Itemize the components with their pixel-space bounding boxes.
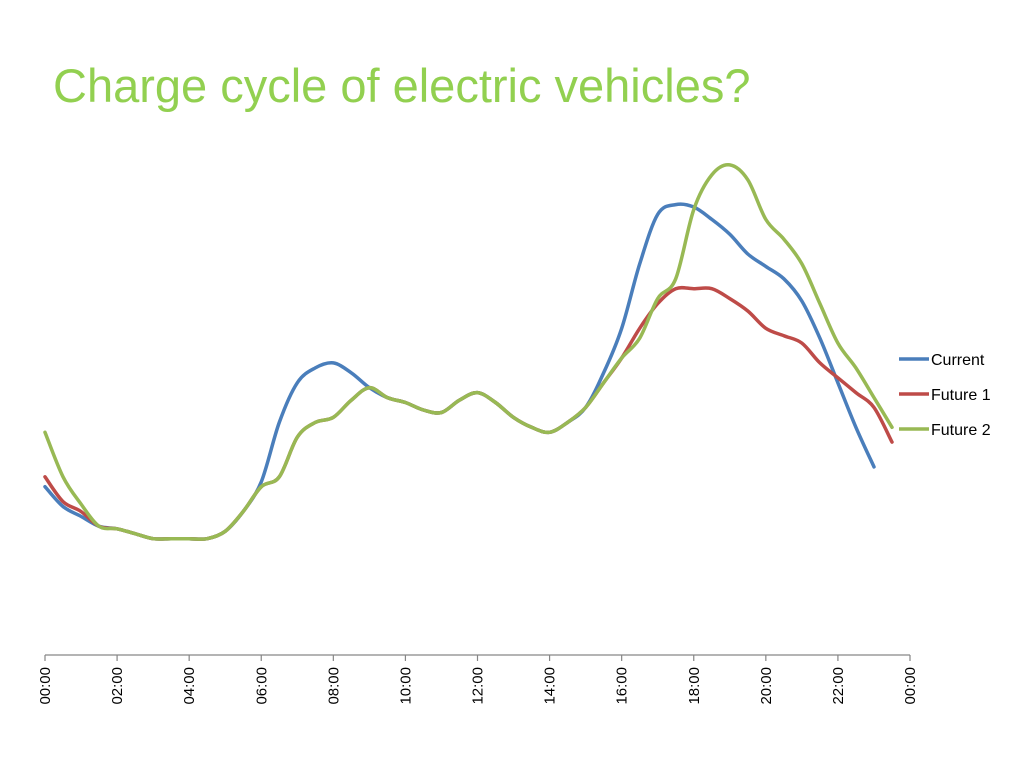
x-tick-label: 16:00: [614, 667, 631, 705]
series-line-future-1: [43, 285, 894, 541]
x-tick-label: 02:00: [109, 667, 126, 705]
x-tick-label: 20:00: [758, 667, 775, 705]
x-tick-label: 08:00: [325, 667, 342, 705]
x-tick-label: 06:00: [253, 667, 270, 705]
x-tick-label: 12:00: [470, 667, 487, 705]
plot-area: [43, 163, 894, 541]
x-axis: 00:00 02:00 04:00 06:00 08:00 10:00 12:00 14:00…: [37, 654, 919, 705]
slide-title: Charge cycle of electric vehicles?: [53, 59, 751, 112]
series-line-current: [43, 202, 876, 541]
x-tick-label: 00:00: [37, 667, 54, 705]
x-tick-label: 04:00: [181, 667, 198, 705]
x-tick-label: 10:00: [397, 667, 414, 705]
legend-label: Future 2: [931, 422, 991, 439]
x-tick-label: 18:00: [686, 667, 703, 705]
series-line-future-2: [43, 163, 894, 541]
legend-label: Future 1: [931, 387, 991, 404]
x-tick-label: 14:00: [542, 667, 559, 705]
x-tick-label: 00:00: [902, 667, 919, 705]
legend-label: Current: [931, 352, 985, 369]
x-tick-label: 22:00: [830, 667, 847, 705]
legend: Current Future 1 Future 2: [899, 352, 991, 439]
